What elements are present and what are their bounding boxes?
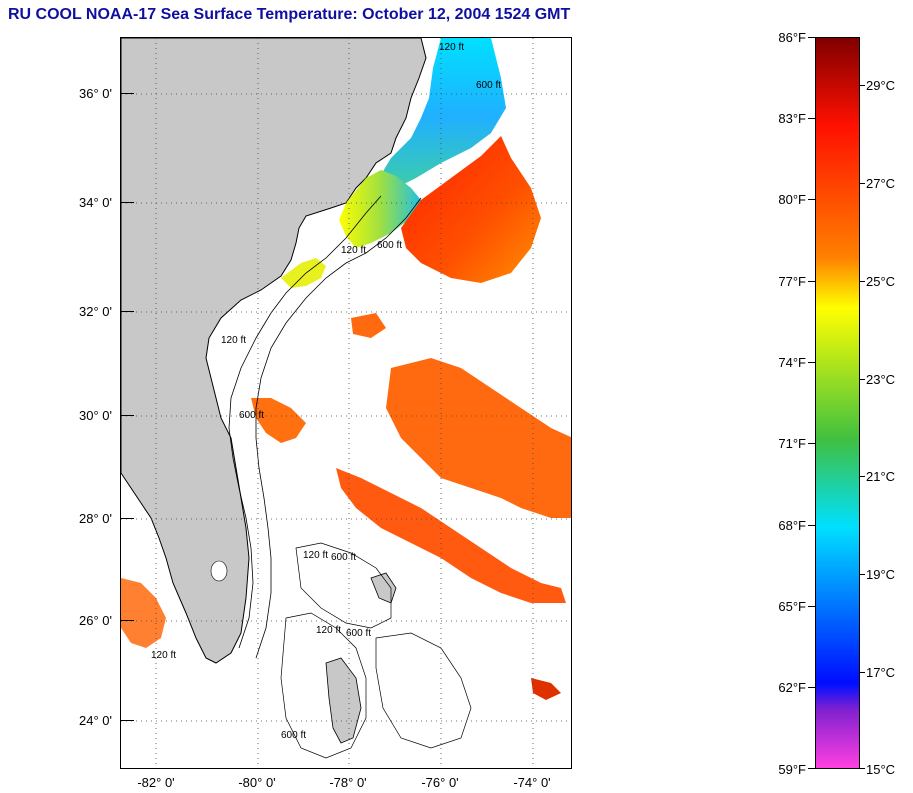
lat-tick (120, 620, 134, 621)
sst-map-svg: 120 ft 600 ft 120 ft 600 ft 120 ft 600 f… (121, 38, 571, 768)
sst-map: 120 ft 600 ft 120 ft 600 ft 120 ft 600 f… (120, 37, 572, 769)
colorbar-tick-c (860, 672, 865, 673)
isobath-label: 120 ft (341, 245, 366, 256)
lat-tick (120, 720, 134, 721)
colorbar-tick-f (808, 768, 815, 769)
isobath-label: 600 ft (281, 730, 306, 741)
isobath-label: 120 ft (151, 650, 176, 661)
graticule (121, 38, 571, 768)
latitude-label: 26° 0' (79, 613, 112, 628)
lat-tick (120, 202, 134, 203)
colorbar-label-c: 27°C (866, 176, 896, 191)
colorbar-tick-c (860, 281, 865, 282)
land-usa (121, 38, 427, 664)
colorbar-label-c: 15°C (866, 762, 896, 777)
longitude-label: -82° 0' (137, 775, 175, 790)
latitude-label: 36° 0' (79, 86, 112, 101)
longitude-label: -76° 0' (421, 775, 459, 790)
colorbar-tick-f (808, 525, 815, 526)
colorbar-label-f: 71°F (778, 436, 806, 451)
isobath-label: 600 ft (346, 628, 371, 639)
colorbar-label-c: 23°C (866, 372, 896, 387)
colorbar-tick-f (808, 606, 815, 607)
colorbar-label-c: 29°C (866, 78, 896, 93)
isobath-label: 600 ft (377, 240, 402, 251)
longitude-label: -78° 0' (329, 775, 367, 790)
isobath-label: 120 ft (316, 625, 341, 636)
isobath-600ft (255, 197, 422, 659)
colorbar-label-c: 25°C (866, 274, 896, 289)
colorbar-label-c: 21°C (866, 469, 896, 484)
sst-warm-patch-2 (336, 468, 566, 603)
colorbar-tick-f (808, 199, 815, 200)
colorbar-tick-c (860, 379, 865, 380)
sst-shelf-water (339, 170, 421, 248)
colorbar-tick-c (860, 183, 865, 184)
sst-warm-patch-4 (351, 313, 386, 338)
isobath-bahamas-south (280, 612, 367, 759)
isobath-label: 600 ft (239, 410, 264, 421)
colorbar-label-f: 86°F (778, 30, 806, 45)
longitude-label: -80° 0' (238, 775, 276, 790)
colorbar-tick-c (860, 476, 865, 477)
colorbar-label-c: 17°C (866, 665, 896, 680)
sst-gulf-stream (401, 136, 541, 283)
isobath-120ft (228, 195, 382, 649)
lat-tick (120, 518, 134, 519)
isobath-label: 600 ft (476, 80, 501, 91)
colorbar-label-f: 77°F (778, 274, 806, 289)
sst-warm-patch-5 (121, 578, 166, 648)
colorbar-tick-f (808, 443, 815, 444)
colorbar-tick-c (860, 768, 865, 769)
isobath-bahamas-east (375, 632, 472, 749)
sst-warm-patch-3 (251, 398, 306, 443)
lake-okeechobee (210, 560, 228, 582)
colorbar-label-f: 74°F (778, 355, 806, 370)
colorbar-label-f: 80°F (778, 192, 806, 207)
colorbar-tick-c (860, 574, 865, 575)
sst-warm-patch-1 (386, 358, 571, 518)
page-title: RU COOL NOAA-17 Sea Surface Temperature:… (8, 6, 571, 23)
colorbar-label-f: 62°F (778, 680, 806, 695)
sst-shelf-water-south (281, 258, 326, 288)
sst-warm-patch-6 (531, 678, 561, 700)
colorbar-label-f: 65°F (778, 599, 806, 614)
colorbar-tick-f (808, 118, 815, 119)
colorbar-label-f: 83°F (778, 111, 806, 126)
isobath-label: 120 ft (439, 42, 464, 53)
temperature-colorbar (815, 37, 860, 769)
land-bahamas-2 (370, 572, 397, 604)
colorbar-tick-c (860, 85, 865, 86)
latitude-label: 30° 0' (79, 408, 112, 423)
colorbar-tick-f (808, 37, 815, 38)
lat-tick (120, 93, 134, 94)
latitude-label: 24° 0' (79, 713, 112, 728)
lat-tick (120, 311, 134, 312)
isobath-label: 600 ft (331, 552, 356, 563)
latitude-label: 28° 0' (79, 511, 112, 526)
colorbar-label-c: 19°C (866, 567, 896, 582)
colorbar-tick-f (808, 362, 815, 363)
latitude-label: 34° 0' (79, 195, 112, 210)
land-bahamas-1 (325, 657, 362, 744)
longitude-label: -74° 0' (513, 775, 551, 790)
colorbar-tick-f (808, 687, 815, 688)
colorbar-tick-f (808, 281, 815, 282)
lat-tick (120, 415, 134, 416)
isobath-bahamas (295, 542, 392, 629)
latitude-label: 32° 0' (79, 304, 112, 319)
isobath-label: 120 ft (221, 335, 246, 346)
colorbar-label-f: 68°F (778, 518, 806, 533)
sst-cool-north (376, 38, 506, 196)
isobath-label: 120 ft (303, 550, 328, 561)
colorbar-label-f: 59°F (778, 762, 806, 777)
